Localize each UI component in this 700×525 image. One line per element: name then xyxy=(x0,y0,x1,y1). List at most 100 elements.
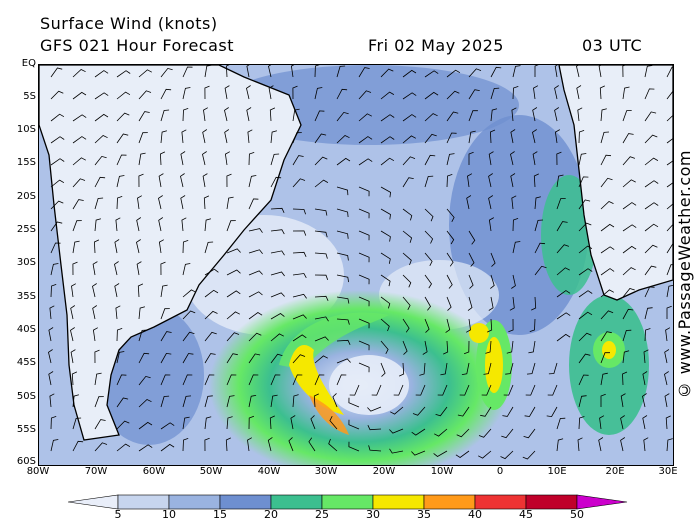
wind-barb xyxy=(71,371,78,386)
wind-barb xyxy=(490,87,500,100)
wind-barb xyxy=(247,129,253,144)
wind-barb xyxy=(336,208,349,218)
wind-barb xyxy=(270,353,283,364)
wind-barb xyxy=(292,293,307,299)
wind-barb xyxy=(292,230,307,236)
wind-barb xyxy=(500,450,514,460)
wind-barb xyxy=(328,438,338,452)
wind-barb xyxy=(336,157,351,166)
wind-barb xyxy=(246,107,252,122)
wind-barb xyxy=(270,250,285,256)
wind-barb xyxy=(248,175,257,188)
wind-barb xyxy=(136,239,141,254)
wind-barb xyxy=(358,113,372,122)
wind-barb xyxy=(435,406,448,417)
wind-barb xyxy=(622,202,637,210)
wind-barb xyxy=(269,415,275,430)
wind-barb xyxy=(556,221,568,232)
wind-barb xyxy=(380,68,394,78)
scale-tick-label: 45 xyxy=(519,508,533,521)
wind-barb xyxy=(270,271,285,277)
wind-barb xyxy=(336,296,350,304)
wind-barb xyxy=(248,374,259,386)
wind-barb xyxy=(525,384,536,396)
wind-barb xyxy=(411,450,426,456)
wind-barb xyxy=(358,362,370,373)
wind-barb xyxy=(446,230,455,245)
wind-barb xyxy=(226,196,234,210)
wind-barb xyxy=(554,107,560,122)
wind-barb xyxy=(554,129,560,144)
wind-barb xyxy=(180,151,186,166)
wind-barb xyxy=(358,158,373,166)
scale-tick-label: 40 xyxy=(468,508,482,521)
wind-barb xyxy=(402,156,416,166)
wind-barb xyxy=(578,353,591,364)
wind-barb xyxy=(556,333,571,342)
wind-barb xyxy=(138,329,148,342)
wind-barb xyxy=(94,442,108,452)
wind-barb xyxy=(468,68,482,78)
wind-barb xyxy=(380,252,391,264)
lat-label: 50S xyxy=(16,391,36,402)
wind-barb xyxy=(310,415,316,430)
wind-barb xyxy=(158,217,164,232)
credit-text: © www.PassageWeather.com xyxy=(675,150,694,400)
wind-barb xyxy=(50,158,65,166)
wind-barb xyxy=(534,265,547,276)
wind-barb xyxy=(666,90,673,100)
wind-barb xyxy=(116,351,125,364)
wind-barb xyxy=(622,350,630,364)
wind-barb xyxy=(547,384,558,396)
wind-barb xyxy=(94,396,104,408)
wind-barb xyxy=(182,66,193,78)
wind-barb xyxy=(554,85,559,100)
wind-barb xyxy=(446,111,459,122)
wind-barb xyxy=(224,151,230,166)
wind-barb xyxy=(488,296,494,311)
wind-barb xyxy=(424,274,432,289)
wind-barb xyxy=(292,354,306,364)
wind-barb xyxy=(644,134,658,144)
wind-barb xyxy=(457,406,470,417)
wind-barb xyxy=(72,136,87,144)
wind-barb xyxy=(116,175,125,188)
wind-barb xyxy=(424,175,434,188)
wind-barb xyxy=(600,131,610,144)
wind-barb xyxy=(138,90,152,100)
scale-arrow-low xyxy=(68,494,119,510)
scale-tick-label: 30 xyxy=(366,508,380,521)
wind-barb xyxy=(248,332,262,342)
lat-label: 10S xyxy=(16,124,36,135)
wind-barb xyxy=(348,419,360,430)
wind-barb xyxy=(666,66,673,78)
wind-barb xyxy=(446,153,455,166)
wind-barb xyxy=(446,132,457,144)
wind-barb xyxy=(159,151,166,166)
wind-barb xyxy=(666,203,673,210)
map-title: Surface Wind (knots) xyxy=(40,14,218,33)
wind-barb xyxy=(402,69,417,78)
scale-tick-label: 50 xyxy=(570,508,584,521)
wind-barb xyxy=(600,289,614,298)
wind-barb xyxy=(488,173,493,188)
wind-barb xyxy=(600,108,607,122)
wind-barb xyxy=(666,160,673,166)
wind-barb xyxy=(380,186,392,198)
wind-barb xyxy=(290,415,296,430)
wind-barb xyxy=(94,218,102,232)
wind-barb xyxy=(622,245,637,254)
wind-barb xyxy=(158,173,164,188)
wind-barb xyxy=(578,268,593,276)
wind-barb xyxy=(622,179,636,188)
wind-barb xyxy=(644,328,651,342)
scale-tick-label: 5 xyxy=(114,508,122,521)
wind-barb xyxy=(248,395,257,408)
wind-barb xyxy=(578,222,592,232)
wind-barb xyxy=(644,180,659,188)
wind-map[interactable] xyxy=(38,64,674,466)
wind-barb xyxy=(138,173,144,188)
wind-barb xyxy=(116,196,123,210)
wind-barb xyxy=(402,340,408,355)
wind-barb xyxy=(666,223,673,232)
